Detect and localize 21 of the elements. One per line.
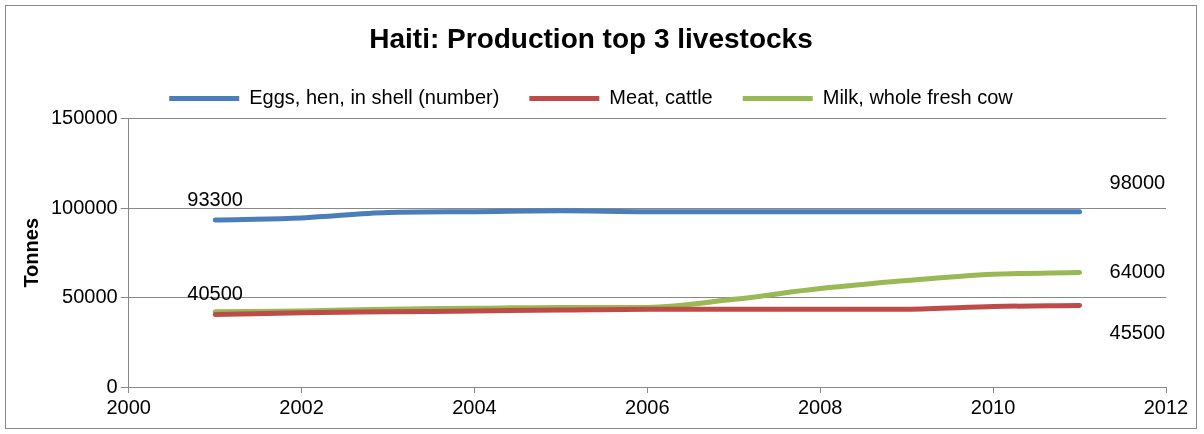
x-tick-label: 2006 [625, 395, 670, 418]
x-tick-label: 2002 [279, 395, 324, 418]
x-tick-label: 2004 [452, 395, 497, 418]
data-label: 98000 [1109, 171, 1166, 194]
legend-label: Meat, cattle [609, 86, 713, 109]
chart-title: Haiti: Production top 3 livestocks [369, 22, 813, 54]
y-tick-label: 100000 [50, 195, 118, 218]
x-tick-label: 2008 [798, 395, 843, 418]
x-tick-label: 2000 [106, 395, 151, 418]
data-label: 40500 [187, 282, 243, 305]
y-tick-label: 150000 [50, 106, 118, 129]
y-axis-title: Tonnes [19, 217, 42, 288]
x-tick-label: 2010 [970, 395, 1016, 418]
legend-label: Milk, whole fresh cow [822, 86, 1014, 109]
y-tick-label: 50000 [62, 285, 118, 308]
data-label: 64000 [1109, 260, 1166, 282]
legend-label: Eggs, hen, in shell (number) [249, 86, 500, 109]
data-label: 93300 [187, 187, 243, 210]
data-label: 45500 [1109, 321, 1166, 344]
y-tick-label: 0 [106, 374, 118, 397]
x-tick-label: 2012 [1143, 395, 1189, 418]
